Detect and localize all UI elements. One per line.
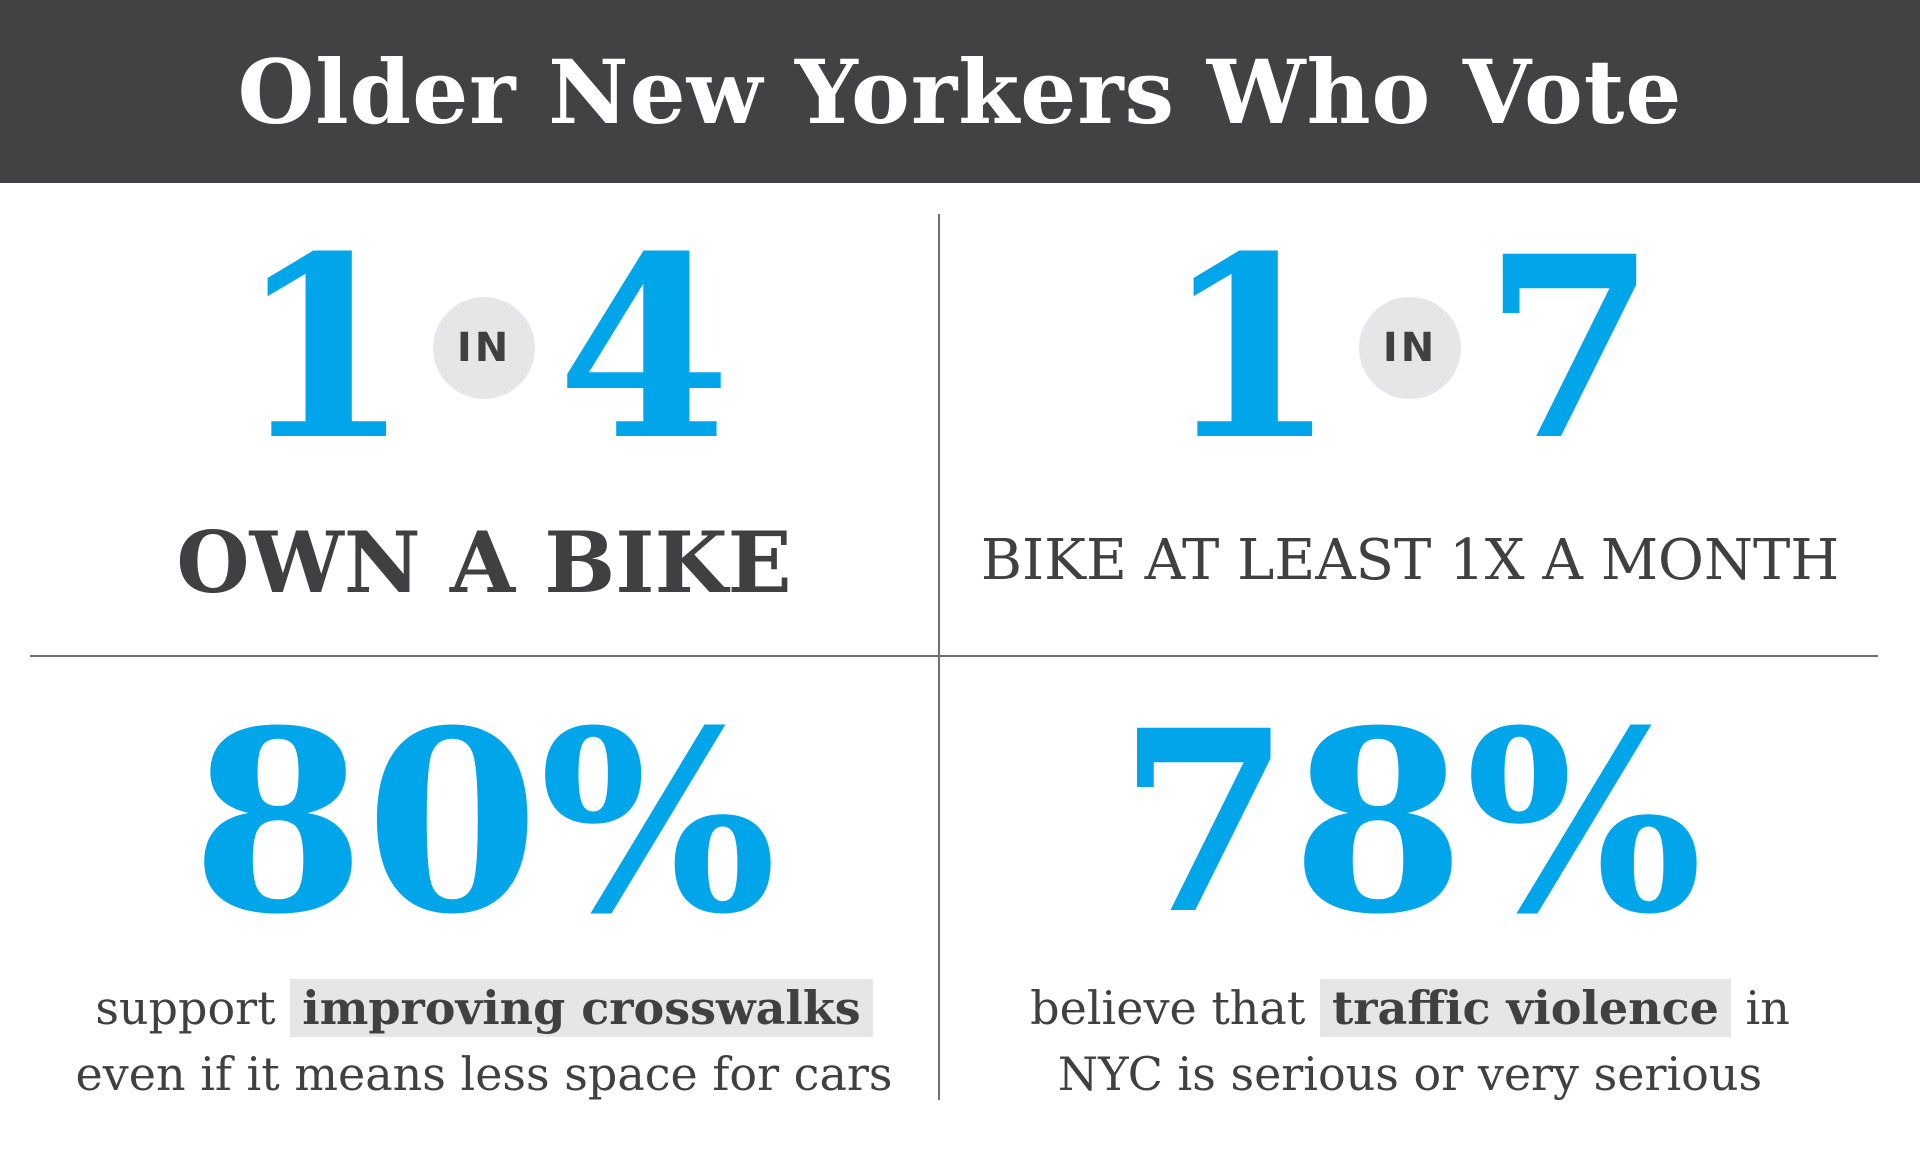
ratio-denominator: 7 (1483, 201, 1657, 495)
ratio-row: 1 IN 4 (30, 223, 938, 473)
stat-crosswalks: 80% support improving crosswalks even if… (30, 657, 938, 1152)
stat-caption: BIKE AT LEAST 1X A MONTH (980, 528, 1840, 593)
highlight-phrase: improving crosswalks (290, 979, 873, 1037)
stat-description: support improving crosswalks even if it … (30, 975, 938, 1107)
stat-percent: 80% (191, 675, 777, 969)
ratio-denominator: 4 (557, 201, 731, 495)
header-bar: Older New Yorkers Who Vote (0, 0, 1920, 183)
ratio-numerator: 1 (237, 201, 411, 495)
page-title: Older New Yorkers Who Vote (237, 39, 1683, 144)
description-line-2: NYC is serious or very serious (1057, 1047, 1763, 1101)
horizontal-divider (30, 655, 1878, 657)
in-badge: IN (1359, 297, 1461, 399)
stat-traffic-violence: 78% believe that traffic violence in NYC… (940, 657, 1880, 1152)
text-before: support (95, 981, 276, 1035)
highlight-phrase: traffic violence (1319, 979, 1731, 1037)
stat-caption: OWN A BIKE (176, 513, 792, 612)
stat-own-bike: 1 IN 4 OWN A BIKE (30, 183, 938, 655)
vertical-divider (938, 214, 940, 1100)
description-line-2: even if it means less space for cars (75, 1047, 893, 1101)
text-before: believe that (1030, 981, 1306, 1035)
in-badge: IN (433, 297, 535, 399)
description-line-1: believe that traffic violence in (940, 975, 1880, 1041)
ratio-numerator: 1 (1163, 201, 1337, 495)
stat-description: believe that traffic violence in NYC is … (940, 975, 1880, 1107)
description-line-1: support improving crosswalks (30, 975, 938, 1041)
stat-percent: 78% (1117, 675, 1703, 969)
text-after: in (1745, 981, 1790, 1035)
ratio-row: 1 IN 7 (940, 223, 1880, 473)
stat-bike-monthly: 1 IN 7 BIKE AT LEAST 1X A MONTH (940, 183, 1880, 655)
